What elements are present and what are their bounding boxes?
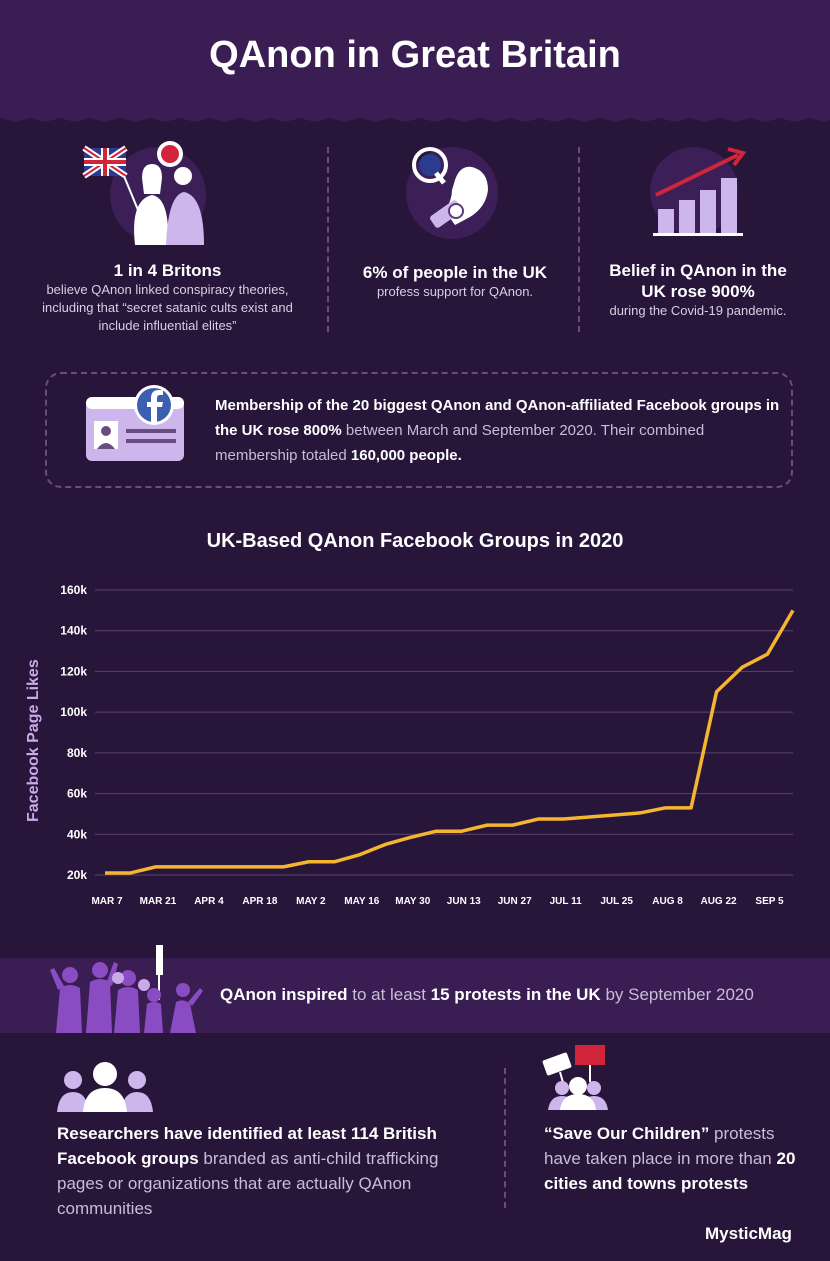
chart-x-tick-label: MAR 21: [140, 896, 177, 907]
facebook-bold-1: Membership of the 20 biggest QAnon and Q…: [215, 397, 780, 439]
stat-body: during the Covid-19 pandemic.: [609, 303, 787, 318]
chart-y-tick-label: 20k: [67, 868, 87, 882]
stat-body: believe QAnon linked conspiracy theories…: [42, 282, 293, 333]
researchers-text: Researchers have identified at least 114…: [57, 1121, 477, 1221]
stat-divider: [327, 147, 329, 332]
chart-x-tick-label: SEP 5: [755, 896, 784, 907]
protest-signs-icon: [542, 1045, 608, 1110]
protest-banner-text: QAnon inspired to at least 15 protests i…: [220, 985, 754, 1005]
chart-x-tick-label: AUG 8: [652, 896, 683, 907]
stat-belief: Belief in QAnon in the UK rose 900% duri…: [598, 260, 798, 320]
chart-x-tick-label: MAY 16: [344, 896, 379, 907]
chart-x-tick-label: APR 4: [194, 896, 224, 907]
chart-x-tick-label: JUN 27: [498, 896, 532, 907]
facebook-text-1: between March and September 2020. Their …: [215, 422, 705, 464]
chart-y-tick-label: 80k: [67, 746, 87, 760]
chart-y-tick-label: 120k: [60, 664, 87, 678]
header-band: [0, 0, 830, 118]
save-our-children-text: “Save Our Children” protests have taken …: [544, 1121, 804, 1196]
stat-support: 6% of people in the UK profess support f…: [335, 262, 575, 301]
stat-britons: 1 in 4 Britons believe QAnon linked cons…: [20, 260, 315, 335]
researchers-body: branded as anti-child trafficking pages …: [57, 1149, 439, 1218]
chart-x-tick-label: APR 18: [242, 896, 277, 907]
chart-title: UK-Based QAnon Facebook Groups in 2020: [206, 530, 624, 552]
facebook-bold-2: 160,000 people.: [350, 447, 462, 464]
bottom-divider: [504, 1068, 506, 1208]
chart-x-tick-label: JUL 25: [600, 896, 633, 907]
uk-flag-people-icon: [82, 141, 206, 245]
protest-crowd-icon: [50, 945, 203, 1033]
mysticmag-logo: MysticMag: [705, 1224, 792, 1243]
facebook-callout-text: Membership of the 20 biggest QAnon and Q…: [215, 393, 785, 468]
soc-text-1: protests have taken place in more than: [544, 1124, 777, 1168]
chart-y-tick-label: 60k: [67, 787, 87, 801]
zigzag-divider: [0, 112, 830, 122]
banner-bold-2: 15 protests in the UK: [430, 985, 601, 1004]
chart-x-tick-label: MAY 30: [395, 896, 430, 907]
banner-text-2: by September 2020: [600, 985, 754, 1004]
page-title: QAnon in Great Britain: [209, 34, 621, 76]
chart-y-tick-label: 140k: [60, 624, 87, 638]
chart-y-tick-label: 40k: [67, 827, 87, 841]
soc-bold-2: 20 cities and towns protests: [544, 1149, 796, 1193]
stat-title: 6% of people in the UK: [362, 263, 548, 282]
chart-series-line: [105, 609, 795, 875]
chart-x-tick-label: AUG 22: [700, 896, 737, 907]
banner-bold-1: QAnon inspired: [220, 985, 348, 1004]
rising-bar-chart-icon: [650, 147, 747, 236]
chart-y-tick-label: 100k: [60, 705, 87, 719]
stat-body: profess support for QAnon.: [376, 284, 534, 299]
facebook-callout-box: [45, 372, 793, 488]
chart-x-tick-label: JUL 11: [550, 896, 582, 907]
researchers-bold: Researchers have identified at least 114…: [57, 1124, 437, 1168]
q-hand-icon: [406, 147, 498, 239]
group-people-icon: [57, 1062, 153, 1112]
stat-title: 1 in 4 Britons: [113, 261, 222, 280]
soc-bold-1: “Save Our Children”: [544, 1124, 710, 1143]
facebook-id-card-icon: [86, 385, 184, 461]
chart-y-tick-label: 160k: [60, 583, 87, 597]
line-chart: 20k 40k 60k 80k 100k 120k 140k 160k MAR 7 MAR 21 A…: [60, 583, 795, 907]
chart-x-tick-label: MAR 7: [91, 896, 123, 907]
chart-x-tick-label: MAY 2: [296, 896, 326, 907]
chart-x-tick-label: JUN 13: [447, 896, 481, 907]
stat-divider: [578, 147, 580, 332]
banner-text-1: to at least: [347, 985, 431, 1004]
stat-title: Belief in QAnon in the UK rose 900%: [609, 261, 787, 301]
